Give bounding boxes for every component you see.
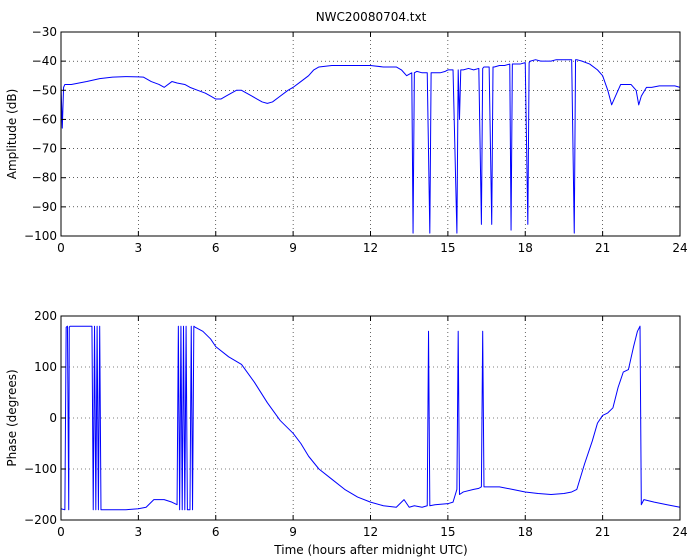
phase-x-tick-label: 21 [595,525,610,539]
amplitude-x-tick-label: 9 [289,241,297,255]
phase-x-tick-label: 15 [440,525,455,539]
phase-x-tick-label: 24 [672,525,687,539]
phase-y-tick-label: 0 [49,411,57,425]
amplitude-x-tick-label: 12 [363,241,378,255]
phase-x-tick-label: 0 [57,525,65,539]
amplitude-y-tick-label: −60 [32,112,57,126]
amplitude-series-line [60,59,681,234]
amplitude-x-tick-label: 21 [595,241,610,255]
amplitude-y-tick-label: −70 [32,142,57,156]
phase-x-tick-label: 3 [135,525,143,539]
phase-x-tick-label: 18 [518,525,533,539]
phase-y-tick-label: 200 [34,309,57,323]
amplitude-y-tick-label: −40 [32,54,57,68]
amplitude-x-tick-label: 3 [135,241,143,255]
amplitude-x-tick-label: 24 [672,241,687,255]
amplitude-x-tick-label: 15 [440,241,455,255]
amplitude-y-tick-label: −100 [24,229,57,243]
amplitude-y-tick-label: −80 [32,171,57,185]
amplitude-y-tick-label: −50 [32,83,57,97]
phase-y-tick-label: −200 [24,513,57,527]
amplitude-y-tick-label: −90 [32,200,57,214]
phase-y-tick-label: −100 [24,462,57,476]
amplitude-y-tick-label: −30 [32,25,57,39]
phase-y-tick-label: 100 [34,360,57,374]
bottom-x-axis-label: Time (hours after midnight UTC) [273,543,467,557]
phase-x-tick-label: 12 [363,525,378,539]
amplitude-axes: 0 3 6 9 12 15 18 21 24 −100 −90 −80 −70 −60 −50 −40 −30 [24,25,688,255]
phase-x-tick-label: 9 [289,525,297,539]
phase-axes: 0 3 6 9 12 15 18 21 24 −200 −100 0 100 200 [24,309,688,539]
phase-series-line [60,325,681,511]
amplitude-x-tick-label: 6 [212,241,220,255]
top-plot-title: NWC20080704.txt [316,10,427,24]
top-y-axis-label: Amplitude (dB) [5,89,19,180]
bottom-y-axis-label: Phase (degrees) [5,369,19,466]
amplitude-x-tick-label: 0 [57,241,65,255]
phase-x-tick-label: 6 [212,525,220,539]
amplitude-x-tick-label: 18 [518,241,533,255]
